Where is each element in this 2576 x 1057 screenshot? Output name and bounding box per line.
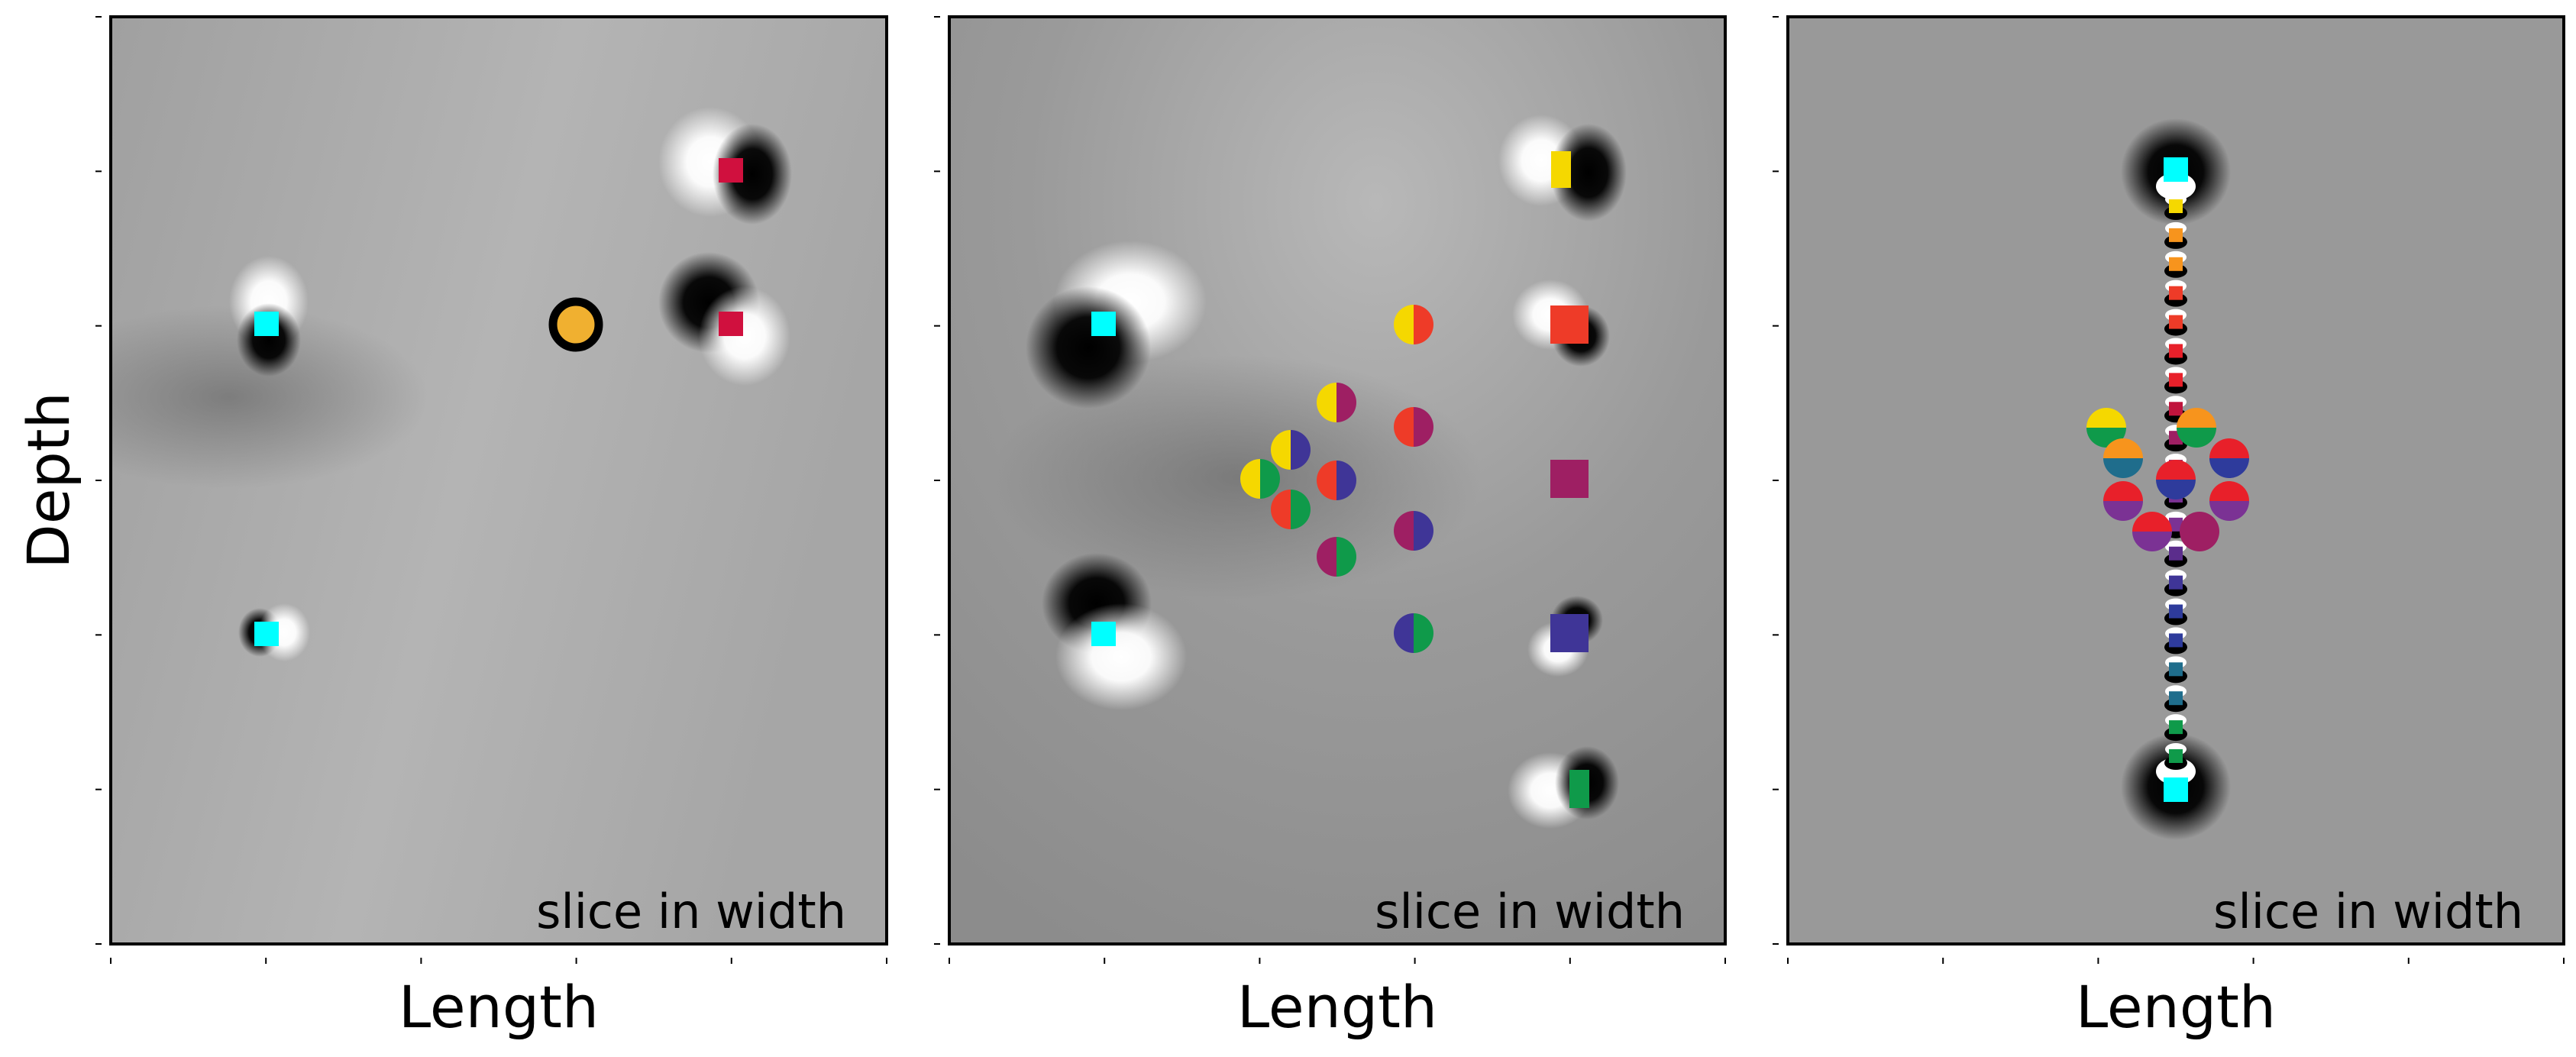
- receiver-marker-magenta: [1550, 460, 1589, 498]
- source-marker-cyan: [1091, 312, 1116, 336]
- receiver-marker: [2169, 604, 2183, 619]
- receiver-marker-crimson: [719, 312, 743, 336]
- receiver-marker: [2169, 517, 2183, 532]
- panel-1-x-axis-label: Length: [399, 973, 599, 1041]
- panel-3-x-axis-label: Length: [2076, 973, 2276, 1041]
- panel-2-x-axis-label: Length: [1237, 973, 1437, 1041]
- field-black-lobe: [713, 124, 792, 225]
- candidate-marker-magenta: [2180, 512, 2219, 551]
- receiver-marker-yellow: [1551, 151, 1571, 188]
- candidate-marker-red-purple: [2209, 481, 2249, 521]
- panel-1-annotation: slice in width: [536, 884, 846, 939]
- receiver-marker: [2169, 749, 2183, 763]
- candidate-marker-magenta-green: [1317, 537, 1356, 577]
- panel-1-frame: [109, 15, 888, 945]
- receiver-marker: [2169, 546, 2183, 561]
- panel-3-frame: [1786, 15, 2565, 945]
- receiver-marker-crimson: [719, 158, 743, 183]
- source-marker-cyan: [2164, 157, 2188, 182]
- receiver-marker: [2169, 691, 2183, 706]
- receiver-marker: [2169, 575, 2183, 590]
- tick-marks: [95, 16, 2565, 964]
- candidate-marker-magenta-indigo: [1394, 511, 1433, 551]
- panel-3-annotation: slice in width: [2213, 884, 2523, 939]
- receiver-marker: [2169, 344, 2183, 358]
- field-black-lobe: [1550, 124, 1627, 221]
- receiver-marker: [2169, 662, 2183, 677]
- panel-2-annotation: slice in width: [1375, 884, 1685, 939]
- field-black-lobe: [1026, 286, 1151, 409]
- panel-2: slice in width Length: [948, 15, 1727, 1041]
- candidate-marker-red-purple: [2103, 481, 2143, 521]
- panel-1: slice in width Length: [109, 15, 888, 1041]
- receiver-marker: [2169, 720, 2183, 735]
- candidate-marker-yellow-green: [1240, 459, 1280, 499]
- field-white-lobe: [1055, 603, 1187, 710]
- receiver-marker: [2169, 199, 2183, 213]
- candidate-marker-red-blue: [2209, 438, 2249, 478]
- field-black-lobe: [237, 303, 301, 377]
- candidate-marker-red-indigo: [1317, 461, 1356, 500]
- receiver-marker: [2169, 315, 2183, 329]
- source-marker-cyan: [2164, 777, 2188, 802]
- receiver-marker: [2169, 373, 2183, 387]
- field-white-lobe: [699, 286, 790, 386]
- source-marker-cyan: [254, 622, 279, 646]
- candidate-cluster: [2086, 408, 2249, 551]
- target-marker-gold: [548, 297, 603, 352]
- field-white-lobe: [258, 603, 310, 661]
- panel-2-frame: [948, 15, 1727, 945]
- receiver-marker: [2169, 633, 2183, 648]
- candidate-marker-orange-teal: [2103, 438, 2143, 478]
- receiver-marker: [2169, 228, 2183, 242]
- candidate-marker-red-green: [1271, 490, 1311, 529]
- candidate-marker-yellow-red: [1394, 305, 1433, 344]
- receiver-marker: [2169, 286, 2183, 300]
- candidate-marker-yellow-indigo: [1271, 430, 1311, 470]
- source-marker-cyan: [254, 312, 279, 336]
- candidate-marker-red-purple: [2132, 512, 2172, 551]
- receiver-marker: [2169, 402, 2183, 416]
- receiver-marker-redorange: [1550, 305, 1589, 344]
- candidate-marker-orange-green: [2177, 408, 2216, 448]
- candidate-marker-yellow-magenta: [1317, 383, 1356, 422]
- receiver-marker-indigo: [1550, 614, 1589, 652]
- candidate-marker-red-magenta: [1394, 407, 1433, 447]
- candidate-marker-red-blue: [2156, 460, 2196, 499]
- receiver-marker-green: [1569, 770, 1589, 808]
- y-axis-label: Depth: [15, 392, 82, 569]
- panel-3: slice in width Length: [1786, 15, 2565, 1041]
- source-marker-cyan: [1091, 622, 1116, 646]
- receiver-marker: [2169, 257, 2183, 271]
- candidate-marker-indigo-green: [1394, 613, 1433, 653]
